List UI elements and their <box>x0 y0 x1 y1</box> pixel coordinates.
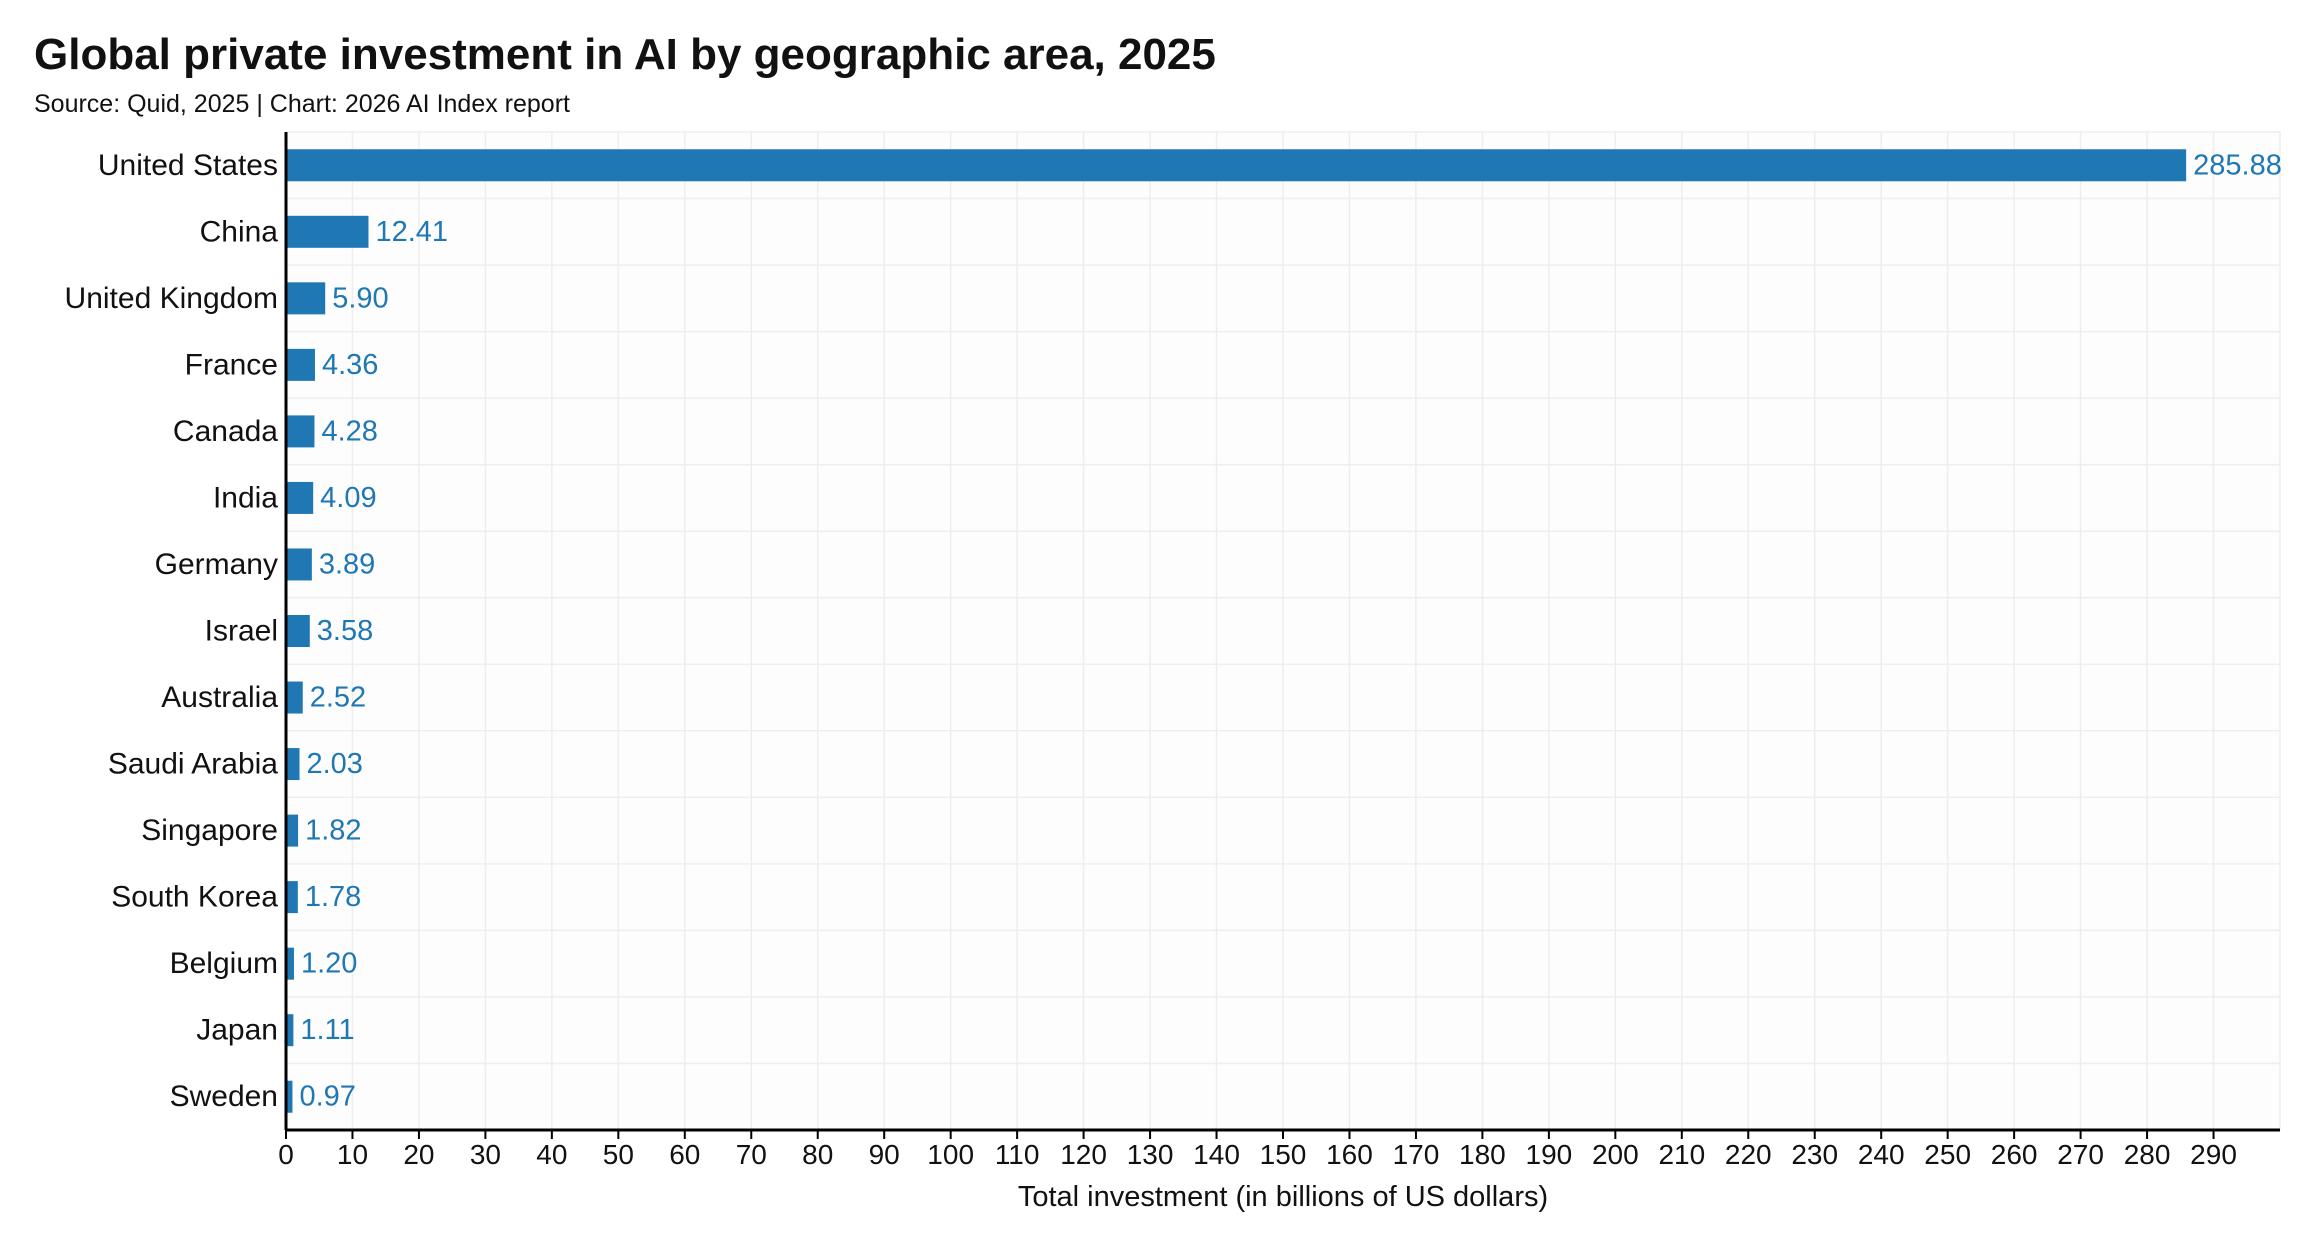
bar <box>286 348 315 381</box>
category-label: United States <box>98 149 278 182</box>
data-label: 285.88 <box>2193 149 2282 181</box>
x-tick-label: 270 <box>2057 1139 2104 1170</box>
category-label: Saudi Arabia <box>108 748 278 781</box>
x-tick-label: 80 <box>802 1139 833 1170</box>
x-axis-title: Total investment (in billions of US doll… <box>1018 1181 1548 1213</box>
x-tick-label: 240 <box>1858 1139 1905 1170</box>
bar <box>286 282 326 315</box>
bar <box>286 814 299 847</box>
bar <box>286 615 310 647</box>
x-tick-label: 200 <box>1592 1139 1639 1170</box>
data-label: 3.89 <box>319 548 375 580</box>
x-tick-label: 50 <box>603 1139 634 1170</box>
labels: United States 285.88 China 12.41 United King… <box>65 149 2282 1113</box>
bar <box>286 681 303 714</box>
category-label: United Kingdom <box>65 282 278 315</box>
category-label: Australia <box>161 681 278 714</box>
x-tick-label: 150 <box>1260 1139 1307 1170</box>
data-label: 12.41 <box>375 216 448 248</box>
data-label: 1.82 <box>305 815 361 847</box>
x-tick-label: 70 <box>736 1139 767 1170</box>
bar <box>286 881 298 914</box>
x-tick-label: 100 <box>927 1139 974 1170</box>
x-tick-label: 190 <box>1526 1139 1573 1170</box>
category-label: Germany <box>155 548 278 581</box>
category-label: China <box>200 215 279 248</box>
x-tick-label: 260 <box>1991 1139 2038 1170</box>
x-tick-label: 170 <box>1393 1139 1440 1170</box>
data-label: 1.20 <box>301 948 357 980</box>
category-label: Sweden <box>170 1080 278 1113</box>
bar <box>286 548 312 581</box>
x-tick-label: 0 <box>278 1139 294 1170</box>
data-label: 4.28 <box>321 415 377 447</box>
category-label: Canada <box>173 415 278 448</box>
x-tick-label: 130 <box>1127 1139 1174 1170</box>
x-tick-label: 160 <box>1326 1139 1373 1170</box>
data-label: 3.58 <box>317 615 373 647</box>
x-tick-label: 120 <box>1060 1139 1107 1170</box>
data-label: 0.97 <box>299 1081 355 1113</box>
category-label: Singapore <box>141 814 278 847</box>
gridlines <box>285 131 2281 1131</box>
bar <box>286 149 2187 182</box>
x-tick-label: 30 <box>470 1139 501 1170</box>
x-tick-label: 180 <box>1459 1139 1506 1170</box>
category-label: South Korea <box>111 881 278 914</box>
bar <box>286 1014 294 1047</box>
x-tick-label: 40 <box>536 1139 567 1170</box>
data-label: 2.03 <box>306 748 362 780</box>
x-tick-label: 20 <box>403 1139 434 1170</box>
bar <box>286 481 314 514</box>
x-tick-label: 140 <box>1193 1139 1240 1170</box>
category-label: France <box>185 348 278 381</box>
chart-subtitle: Source: Quid, 2025 | Chart: 2026 AI Inde… <box>34 90 570 118</box>
bar <box>286 215 369 248</box>
x-tick-label: 60 <box>669 1139 700 1170</box>
bar <box>286 415 315 448</box>
x-tick-label: 110 <box>995 1139 1040 1170</box>
bars <box>286 149 2187 1113</box>
x-tick-label: 280 <box>2124 1139 2171 1170</box>
x-tick-label: 290 <box>2190 1139 2237 1170</box>
category-label: Belgium <box>170 947 278 980</box>
data-label: 2.52 <box>310 682 366 714</box>
bar <box>286 1080 293 1113</box>
x-tick-label: 220 <box>1725 1139 1772 1170</box>
category-label: India <box>213 481 278 514</box>
axes: 0 10 20 30 40 50 60 70 80 90 100 110 120 130 140 150 160… <box>278 132 2280 1170</box>
x-tick-label: 230 <box>1791 1139 1838 1170</box>
x-tick-label: 10 <box>337 1139 368 1170</box>
x-tick-label: 90 <box>869 1139 900 1170</box>
x-tick-label: 250 <box>1924 1139 1971 1170</box>
category-label: Israel <box>205 615 278 648</box>
data-label: 1.11 <box>300 1014 354 1046</box>
data-label: 4.36 <box>322 349 378 381</box>
data-label: 1.78 <box>305 881 361 913</box>
chart-title: Global private investment in AI by geogr… <box>34 30 1216 79</box>
category-label: Japan <box>196 1014 278 1047</box>
data-label: 5.90 <box>332 282 388 314</box>
x-tick-label: 210 <box>1658 1139 1705 1170</box>
bar <box>286 748 300 781</box>
data-label: 4.09 <box>320 482 376 514</box>
bar <box>286 947 294 980</box>
